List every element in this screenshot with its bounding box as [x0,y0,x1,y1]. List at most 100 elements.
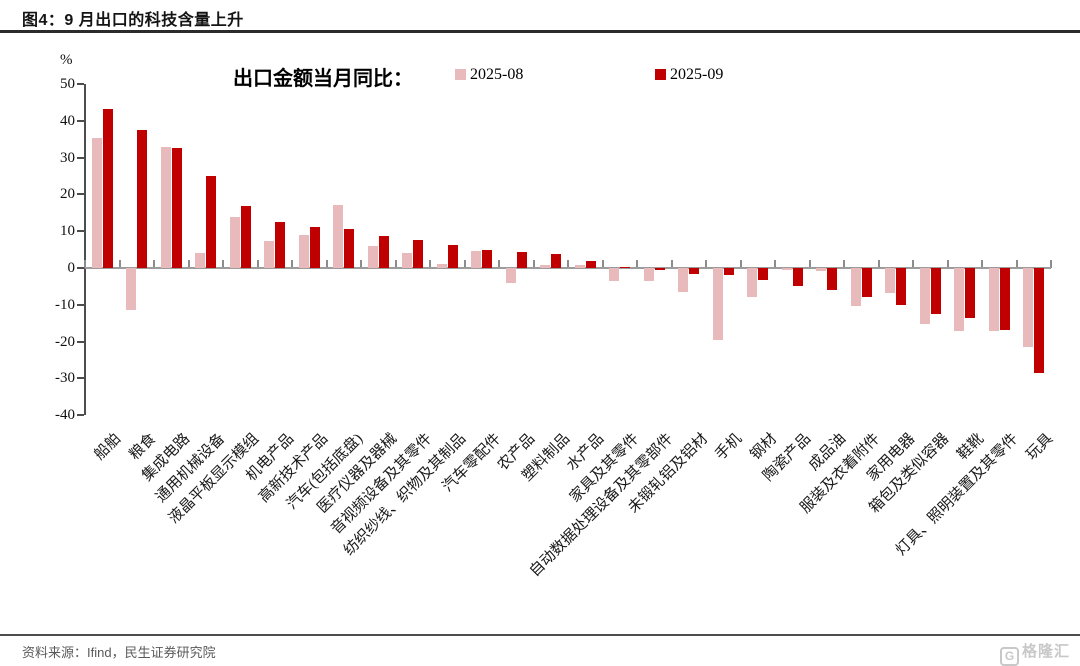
y-tick-mark [77,193,84,196]
legend-label-2025-08: 2025-08 [470,66,524,83]
x-tick-mark [118,260,121,268]
bar-2025-08 [678,268,689,293]
bar-2025-09 [171,147,182,268]
y-tick-label: -20 [55,333,75,350]
bar-2025-09 [240,206,251,268]
x-tick-mark [153,260,155,268]
bar-2025-08 [574,265,585,268]
x-tick-mark [84,260,86,268]
bar-2025-09 [551,254,562,268]
x-category-label: 玩具 [1023,430,1056,464]
x-tick-mark [394,260,397,268]
chart-title: 出口金额当月同比： [233,68,413,90]
x-tick-mark [187,260,190,268]
bar-2025-08 [436,263,447,268]
gelonghui-g-icon: G [999,647,1019,666]
gelonghui-watermark-text: 格隆汇 [1021,643,1070,660]
bar-2025-09 [585,261,596,268]
y-tick-label: 50 [60,76,75,92]
bar-2025-09 [689,268,700,275]
bar-2025-09 [792,268,803,287]
x-tick-mark [739,260,742,268]
bar-2025-09 [413,240,424,268]
y-tick-label: -40 [55,407,75,424]
legend-swatch-2025-09 [655,69,666,80]
x-tick-mark [360,260,362,268]
x-tick-mark [429,260,431,268]
bar-2025-08 [609,268,620,282]
y-tick-label: 30 [60,149,75,166]
y-axis-unit-label: % [60,52,73,68]
bar-2025-08 [850,268,861,307]
bar-2025-09 [723,268,734,275]
y-tick-label: -10 [55,296,75,313]
bar-2025-09 [206,176,217,268]
y-axis-line [84,84,86,416]
y-tick-mark [77,377,84,380]
bar-2025-09 [516,252,527,268]
y-tick-mark [77,303,84,306]
x-tick-mark [532,260,535,268]
x-tick-mark [601,260,604,268]
x-tick-mark [912,260,914,268]
bar-2025-09 [965,268,976,319]
bar-2025-09 [930,268,941,315]
y-tick-mark [77,414,84,417]
y-tick-mark [77,267,84,269]
bar-2025-09 [896,268,907,305]
bar-2025-08 [781,268,792,271]
y-tick-mark [77,119,84,122]
bar-2025-08 [333,205,344,268]
header-rule [0,30,1080,33]
bar-2025-08 [1023,268,1034,348]
bar-2025-09 [102,109,113,268]
bar-2025-08 [160,146,171,268]
bar-2025-08 [988,268,999,331]
bar-2025-08 [747,268,758,297]
bar-2025-09 [758,268,769,281]
y-tick-label: -30 [55,370,75,387]
legend-swatch-2025-08 [455,69,466,80]
y-tick-label: 20 [60,186,75,203]
bar-2025-09 [654,268,665,271]
zero-axis-line [85,267,1051,269]
x-tick-mark [325,260,328,268]
x-tick-mark [808,260,811,268]
bar-2025-08 [919,268,930,324]
y-tick-mark [77,340,84,343]
bar-2025-08 [126,268,137,311]
x-category-label: 船舶 [91,430,125,464]
bar-2025-08 [505,268,516,284]
x-tick-mark [981,260,983,268]
figure-title: 图4：9 月出口的科技含量上升 [22,12,244,29]
y-tick-mark [77,83,84,85]
source-text: 资料来源：Ifind，民生证券研究院 [22,645,216,660]
x-tick-mark [498,260,500,268]
bar-2025-09 [137,130,148,268]
bar-2025-08 [402,253,413,268]
x-tick-mark [291,260,293,268]
bar-2025-08 [885,268,896,293]
bar-2025-09 [1034,268,1045,373]
bar-2025-08 [712,268,723,341]
bar-2025-09 [620,266,631,268]
bar-2025-08 [643,268,654,282]
bar-2025-08 [229,216,240,268]
bar-2025-08 [91,138,102,268]
y-tick-mark [77,156,84,159]
legend-item-2025-08: 2025-08 [455,66,523,84]
bar-2025-09 [378,235,389,268]
x-tick-mark [843,260,845,268]
y-tick-label: 0 [67,260,76,276]
bar-2025-09 [827,268,838,291]
bar-2025-08 [540,265,551,268]
legend-label-2025-09: 2025-09 [670,66,724,83]
x-tick-mark [774,260,776,268]
x-tick-mark [877,260,880,268]
bar-2025-08 [471,251,482,268]
legend-item-2025-09: 2025-09 [655,66,723,84]
footer-rule [0,634,1080,636]
bar-2025-09 [861,268,872,298]
x-tick-mark [636,260,638,268]
